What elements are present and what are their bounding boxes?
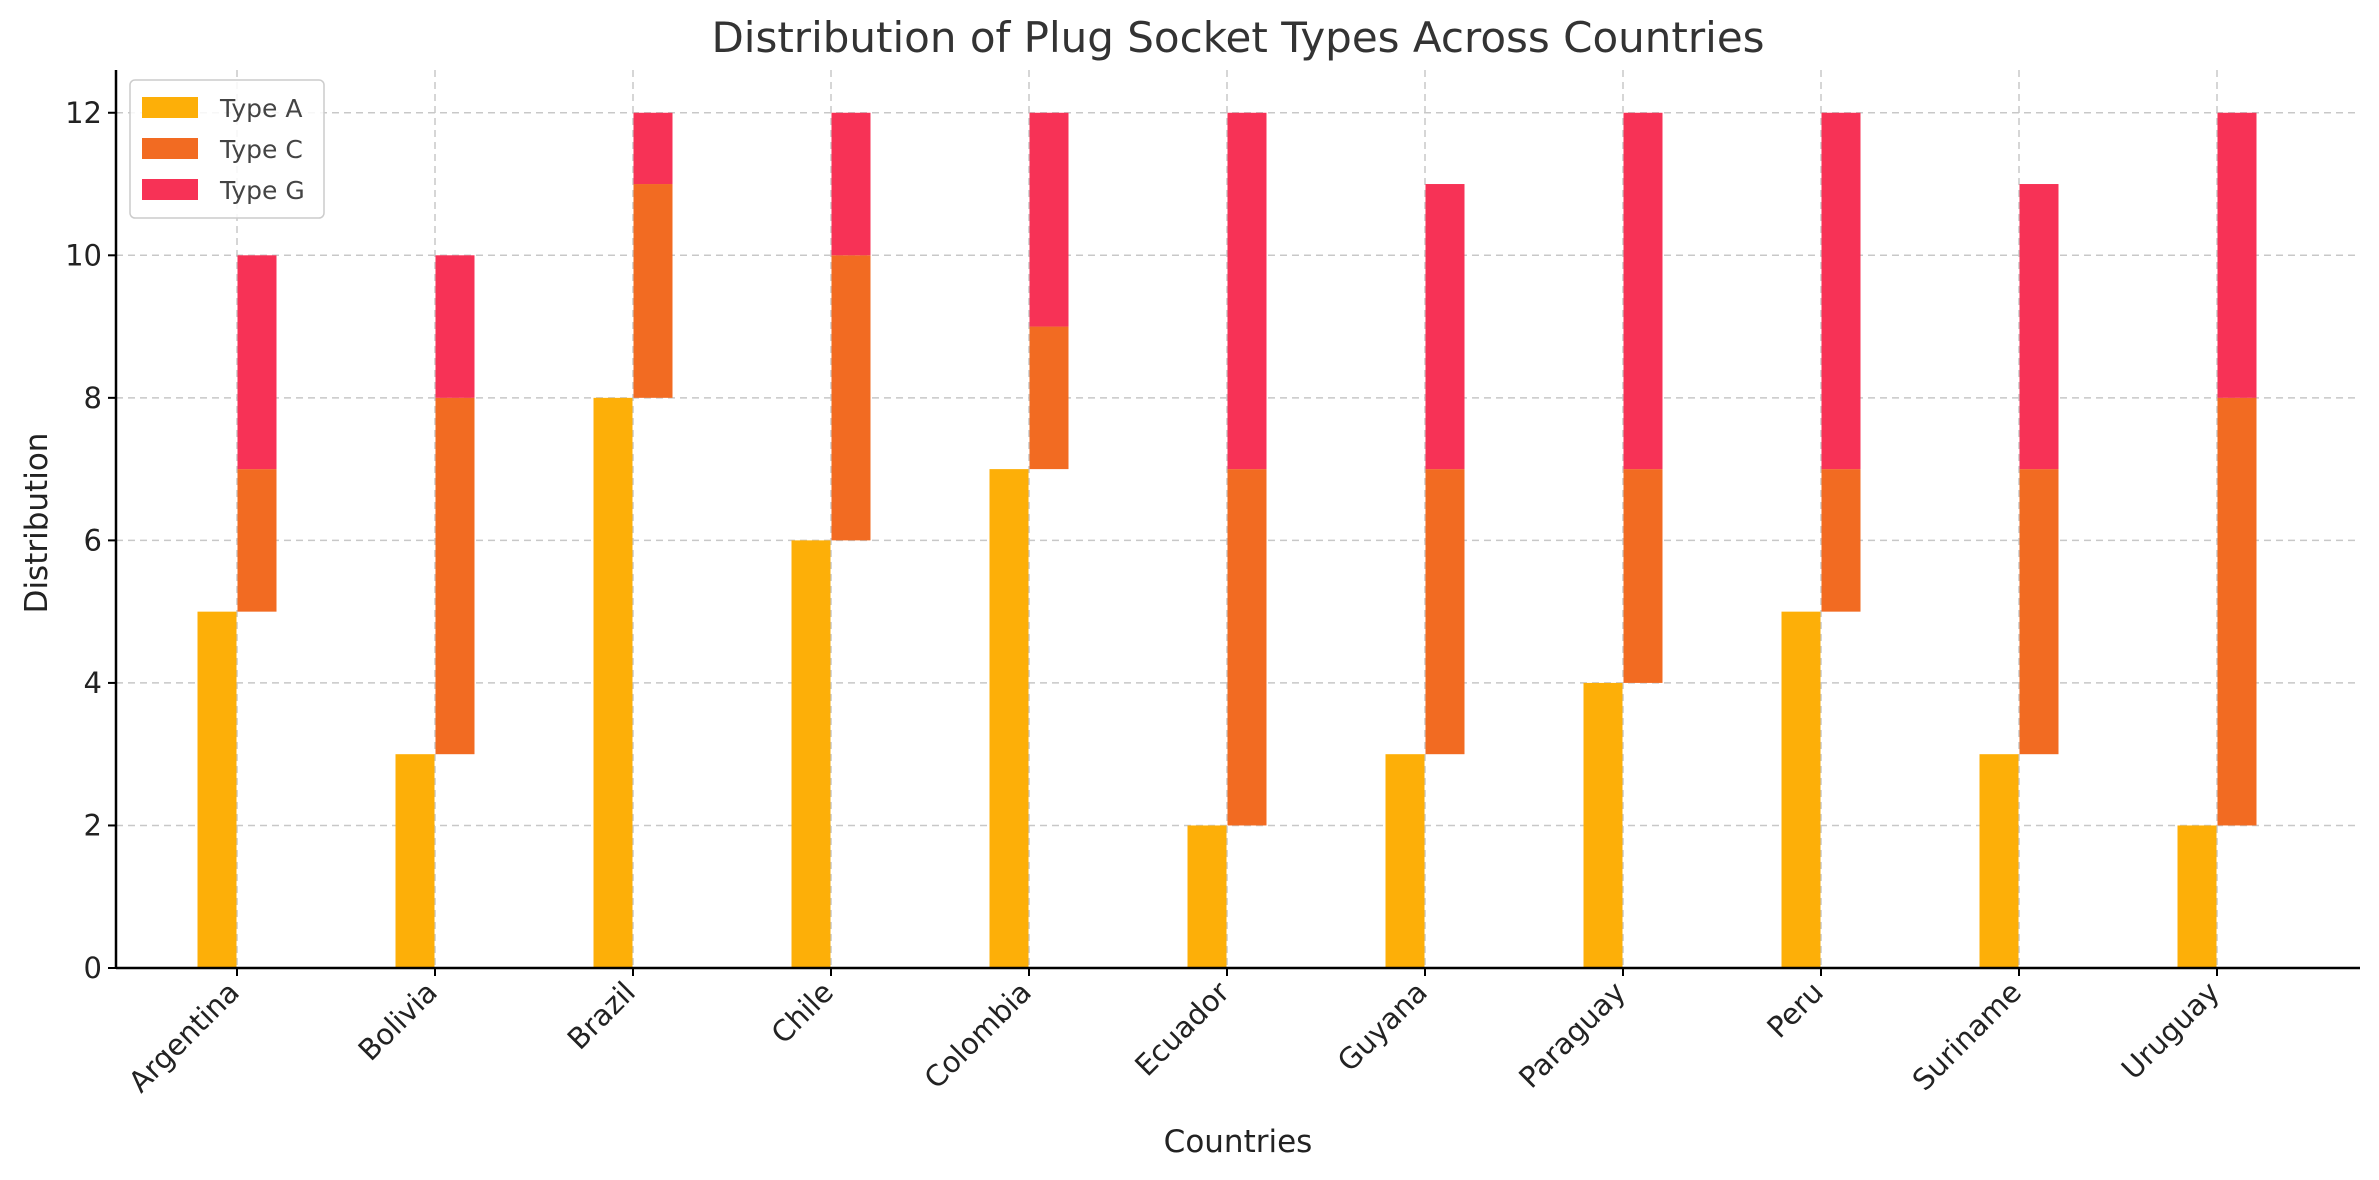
bar-type-c-ecuador [1227, 469, 1267, 826]
bar-type-c-uruguay [2217, 397, 2257, 826]
bar-type-a-ecuador [1187, 825, 1227, 968]
bar-type-g-paraguay [1623, 112, 1663, 470]
y-axis-label: Distribution [19, 433, 55, 614]
y-tick-label: 12 [65, 96, 102, 130]
bar-type-a-brazil [593, 397, 633, 968]
bar-type-a-guyana [1385, 754, 1425, 968]
legend-swatch-type-c [142, 138, 198, 159]
x-tick-label: Bolivia [351, 975, 443, 1067]
legend-swatch-type-a [142, 97, 198, 118]
bar-type-a-chile [791, 540, 831, 968]
legend-swatch-type-g [142, 179, 198, 200]
bar-type-g-argentina [237, 255, 277, 470]
x-tick-label: Paraguay [1512, 975, 1632, 1095]
bar-type-g-uruguay [2217, 112, 2257, 398]
bar-type-c-paraguay [1623, 469, 1663, 683]
bar-type-a-uruguay [2177, 825, 2217, 968]
legend: Type A Type C Type G [129, 79, 325, 219]
bar-type-g-bolivia [435, 255, 475, 398]
bar-type-a-argentina [197, 611, 237, 968]
bar-type-a-bolivia [395, 754, 435, 968]
y-tick-label: 6 [84, 523, 102, 557]
bars [197, 112, 2257, 968]
x-tick-label: Argentina [122, 975, 246, 1099]
y-tick-label: 10 [65, 238, 102, 272]
bar-type-a-paraguay [1583, 682, 1623, 968]
x-tick-label: Ecuador [1128, 975, 1236, 1083]
bar-type-a-peru [1781, 611, 1821, 968]
bar-type-c-guyana [1425, 469, 1465, 755]
bar-type-a-suriname [1979, 754, 2019, 968]
x-tick-label: Chile [765, 975, 840, 1050]
bar-type-a-colombia [989, 469, 1029, 968]
x-tick-label: Peru [1760, 975, 1830, 1045]
bar-type-c-chile [831, 255, 871, 541]
bar-type-g-peru [1821, 112, 1861, 470]
x-tick-label: Colombia [918, 975, 1038, 1095]
x-tick-label: Brazil [561, 975, 642, 1056]
bar-type-c-peru [1821, 469, 1861, 612]
x-tick-label: Uruguay [2115, 975, 2226, 1086]
bar-type-c-suriname [2019, 469, 2059, 755]
legend-label-type-g: Type G [219, 176, 305, 205]
bar-type-c-argentina [237, 469, 277, 612]
x-tick-label: Suriname [1906, 975, 2028, 1097]
bar-type-c-brazil [633, 184, 673, 398]
x-axis-label: Countries [1164, 1124, 1313, 1160]
bar-type-g-brazil [633, 112, 673, 185]
axes [114, 70, 2360, 970]
bar-type-g-suriname [2019, 184, 2059, 470]
bar-type-g-colombia [1029, 112, 1069, 327]
bar-type-g-guyana [1425, 184, 1465, 470]
bar-type-g-chile [831, 112, 871, 256]
y-tick-label: 4 [84, 666, 102, 700]
y-tick-label: 8 [84, 381, 102, 415]
tick-labels: 0 2 4 6 8 10 12 Argentina Bolivia Brazil Chile Colo… [65, 96, 2226, 1099]
y-tick-label: 0 [84, 951, 102, 985]
bar-type-c-bolivia [435, 397, 475, 755]
bar-type-g-ecuador [1227, 112, 1267, 470]
legend-label-type-c: Type C [219, 135, 303, 164]
chart-title: Distribution of Plug Socket Types Across… [711, 13, 1764, 62]
x-tick-label: Guyana [1331, 975, 1434, 1078]
legend-label-type-a: Type A [219, 94, 302, 123]
y-tick-label: 2 [84, 808, 102, 842]
bar-type-c-colombia [1029, 326, 1069, 470]
